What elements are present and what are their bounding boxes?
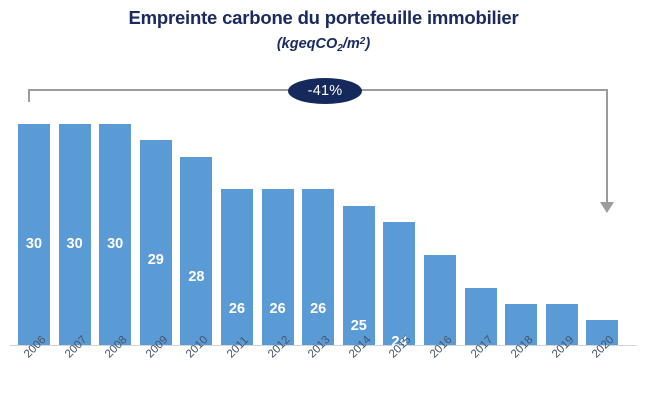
bar-value-label-2009: 29 bbox=[147, 252, 164, 269]
reduction-badge: -41% bbox=[288, 78, 362, 104]
callout-arrow-icon bbox=[600, 202, 614, 213]
bar-2017[interactable] bbox=[464, 287, 497, 345]
bar-value-label-2012: 26 bbox=[269, 301, 286, 318]
bar-2010[interactable] bbox=[180, 156, 213, 345]
bar-2018[interactable] bbox=[505, 304, 538, 345]
bar-value-label-2013: 26 bbox=[310, 301, 327, 318]
bar-value-label-2006: 30 bbox=[25, 235, 43, 252]
chart-subtitle-subscript: 2 bbox=[337, 42, 343, 54]
bar-2008[interactable] bbox=[99, 123, 132, 345]
bar-value-label-2017: 20 bbox=[472, 399, 489, 411]
bar-2015[interactable] bbox=[383, 222, 416, 345]
bar-value-label-2007: 30 bbox=[66, 235, 83, 252]
bar-2006[interactable] bbox=[18, 123, 50, 345]
bar-value-label-2008: 30 bbox=[107, 235, 124, 252]
bar-2019[interactable] bbox=[545, 304, 578, 345]
bar-value-label-2010: 28 bbox=[188, 268, 205, 285]
bar-2014[interactable] bbox=[342, 205, 375, 345]
bar-value-label-2015: 24 bbox=[391, 334, 408, 351]
bar-2016[interactable] bbox=[424, 254, 456, 345]
chart-subtitle: (kgeqCO2/m2) bbox=[0, 32, 647, 58]
bar-2013[interactable] bbox=[302, 189, 335, 345]
bar-2009[interactable] bbox=[139, 140, 172, 345]
reduction-badge-label: -41% bbox=[307, 82, 343, 99]
chart-subtitle-superscript: 2 bbox=[359, 36, 366, 47]
bar-2011[interactable] bbox=[221, 189, 253, 345]
bar-2007[interactable] bbox=[58, 123, 91, 345]
bar-value-label-2011: 26 bbox=[228, 301, 246, 318]
x-axis-line bbox=[10, 345, 637, 346]
chart-subtitle-mid: /m bbox=[342, 36, 360, 53]
bar-2020[interactable] bbox=[586, 320, 619, 345]
chart-subtitle-suffix: ) bbox=[365, 36, 371, 53]
bar-2012[interactable] bbox=[261, 189, 294, 345]
chart-subtitle-prefix: (kgeqCO bbox=[276, 36, 338, 53]
callout-left-tick bbox=[28, 89, 30, 102]
callout-vertical-line bbox=[606, 89, 608, 204]
bar-value-label-2016: 22 bbox=[431, 366, 449, 383]
chart-title-block: Empreinte carbone du portefeuille immobi… bbox=[0, 6, 647, 58]
chart-title: Empreinte carbone du portefeuille immobi… bbox=[128, 7, 519, 28]
bar-value-label-2014: 25 bbox=[350, 317, 367, 334]
